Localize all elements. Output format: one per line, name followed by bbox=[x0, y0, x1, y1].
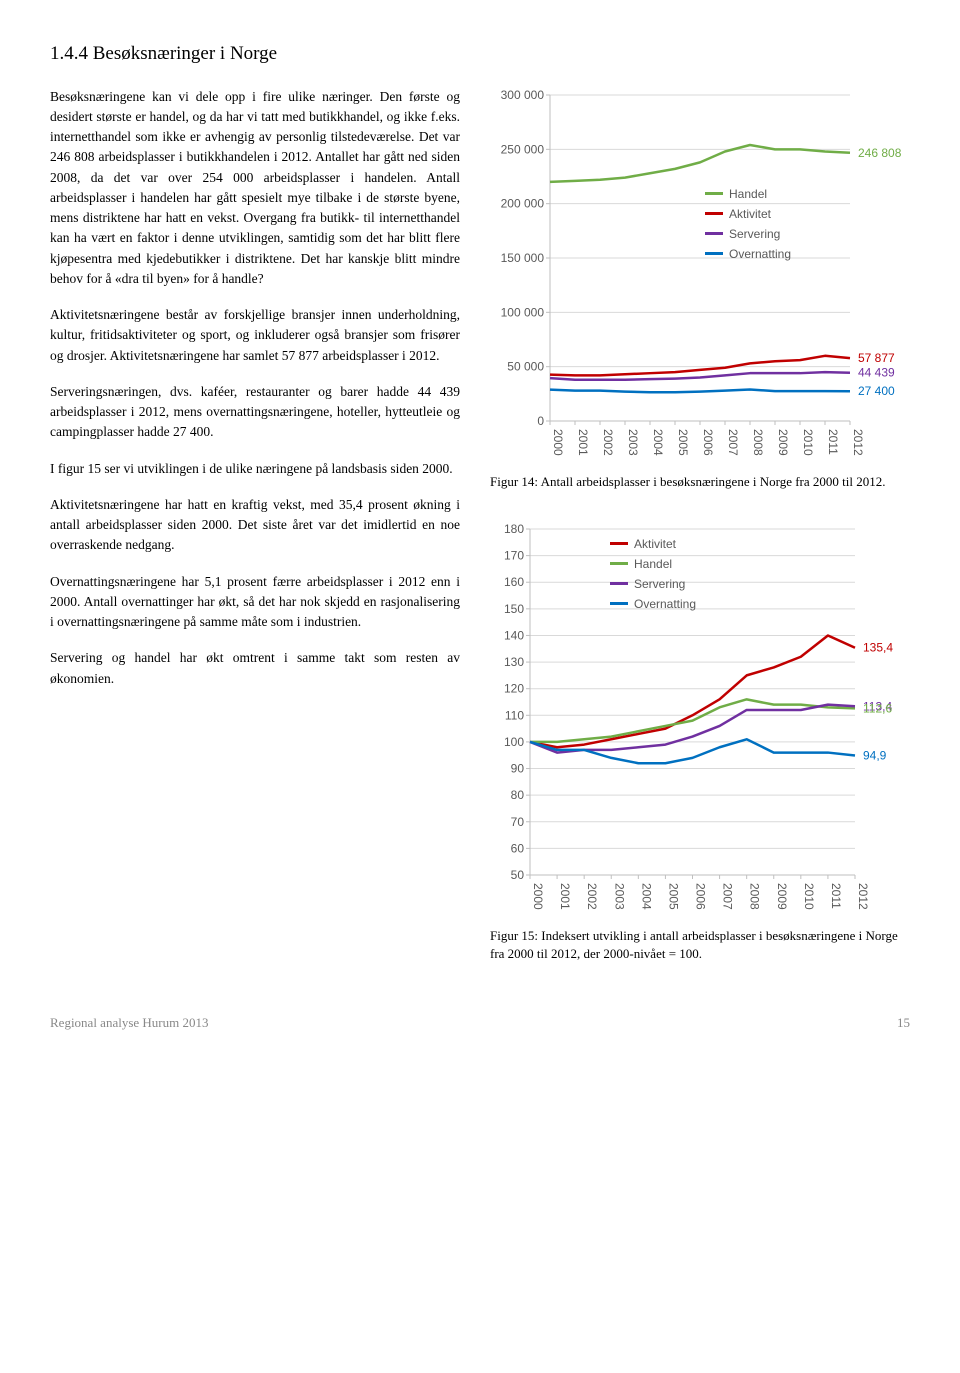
legend-label: Handel bbox=[729, 185, 767, 203]
svg-text:2004: 2004 bbox=[651, 429, 665, 456]
legend-swatch bbox=[705, 192, 723, 195]
svg-text:170: 170 bbox=[504, 548, 524, 562]
svg-text:2005: 2005 bbox=[676, 429, 690, 456]
svg-text:150: 150 bbox=[504, 602, 524, 616]
legend-swatch bbox=[705, 232, 723, 235]
text-column: Besøksnæringene kan vi dele opp i fire u… bbox=[50, 87, 460, 964]
svg-text:130: 130 bbox=[504, 655, 524, 669]
svg-text:112,6: 112,6 bbox=[863, 701, 892, 715]
svg-text:2002: 2002 bbox=[585, 883, 599, 910]
legend-item: Handel bbox=[705, 185, 791, 203]
svg-text:2007: 2007 bbox=[721, 883, 735, 910]
svg-text:100: 100 bbox=[504, 735, 524, 749]
legend-label: Handel bbox=[634, 555, 672, 573]
legend-item: Aktivitet bbox=[610, 535, 696, 553]
svg-text:57 877: 57 877 bbox=[858, 351, 895, 365]
svg-text:2003: 2003 bbox=[626, 429, 640, 456]
paragraph: I figur 15 ser vi utviklingen i de ulike… bbox=[50, 459, 460, 479]
chart-2-caption: Figur 15: Indeksert utvikling i antall a… bbox=[490, 927, 910, 963]
chart-1: 0 50 000 100 000 150 000 200 000 250 000 300 0… bbox=[490, 87, 910, 467]
svg-text:2004: 2004 bbox=[639, 883, 653, 910]
svg-text:135,4: 135,4 bbox=[863, 640, 893, 654]
legend-item: Handel bbox=[610, 555, 696, 573]
paragraph: Aktivitetsnæringene har hatt en kraftig … bbox=[50, 495, 460, 556]
svg-text:120: 120 bbox=[504, 681, 524, 695]
svg-text:2008: 2008 bbox=[751, 429, 765, 456]
svg-text:2010: 2010 bbox=[801, 429, 815, 456]
legend-item: Servering bbox=[705, 225, 791, 243]
paragraph: Overnattingsnæringene har 5,1 prosent fæ… bbox=[50, 572, 460, 633]
svg-text:94,9: 94,9 bbox=[863, 748, 887, 762]
legend-swatch bbox=[610, 602, 628, 605]
svg-text:2010: 2010 bbox=[802, 883, 816, 910]
svg-text:250 000: 250 000 bbox=[501, 142, 545, 156]
legend-swatch bbox=[610, 582, 628, 585]
svg-text:2001: 2001 bbox=[558, 883, 572, 910]
svg-text:160: 160 bbox=[504, 575, 524, 589]
svg-text:2009: 2009 bbox=[776, 429, 790, 456]
svg-text:2007: 2007 bbox=[726, 429, 740, 456]
paragraph: Aktivitetsnæringene består av forskjelli… bbox=[50, 305, 460, 366]
svg-text:110: 110 bbox=[505, 708, 524, 722]
paragraph: Besøksnæringene kan vi dele opp i fire u… bbox=[50, 87, 460, 290]
chart-1-legend: Handel Aktivitet Servering Overnatting bbox=[705, 185, 791, 265]
legend-item: Aktivitet bbox=[705, 205, 791, 223]
legend-swatch bbox=[705, 252, 723, 255]
svg-text:2011: 2011 bbox=[826, 429, 840, 455]
legend-label: Overnatting bbox=[729, 245, 791, 263]
svg-text:2000: 2000 bbox=[531, 883, 545, 910]
svg-text:200 000: 200 000 bbox=[501, 196, 545, 210]
svg-text:2012: 2012 bbox=[856, 883, 870, 910]
chart-2-legend: Aktivitet Handel Servering Overnatting bbox=[610, 535, 696, 615]
svg-text:70: 70 bbox=[511, 814, 525, 828]
legend-swatch bbox=[705, 212, 723, 215]
svg-text:2006: 2006 bbox=[701, 429, 715, 456]
legend-label: Servering bbox=[634, 575, 685, 593]
legend-item: Servering bbox=[610, 575, 696, 593]
footer-page-number: 15 bbox=[897, 1013, 910, 1033]
legend-label: Aktivitet bbox=[729, 205, 771, 223]
paragraph: Servering og handel har økt omtrent i sa… bbox=[50, 648, 460, 689]
top-row: Besøksnæringene kan vi dele opp i fire u… bbox=[50, 87, 910, 964]
legend-label: Servering bbox=[729, 225, 780, 243]
legend-swatch bbox=[610, 542, 628, 545]
svg-text:2003: 2003 bbox=[612, 883, 626, 910]
svg-text:90: 90 bbox=[511, 761, 525, 775]
svg-text:50: 50 bbox=[511, 868, 525, 882]
svg-text:2008: 2008 bbox=[748, 883, 762, 910]
svg-text:2006: 2006 bbox=[694, 883, 708, 910]
svg-text:27 400: 27 400 bbox=[858, 384, 895, 398]
svg-text:150 000: 150 000 bbox=[501, 251, 545, 265]
svg-text:300 000: 300 000 bbox=[501, 88, 545, 102]
legend-swatch bbox=[610, 562, 628, 565]
paragraph: Serveringsnæringen, dvs. kaféer, restaur… bbox=[50, 382, 460, 443]
legend-label: Aktivitet bbox=[634, 535, 676, 553]
svg-text:0: 0 bbox=[537, 414, 544, 428]
svg-text:2009: 2009 bbox=[775, 883, 789, 910]
svg-text:2005: 2005 bbox=[666, 883, 680, 910]
chart-1-caption: Figur 14: Antall arbeidsplasser i besøks… bbox=[490, 473, 910, 491]
svg-text:60: 60 bbox=[511, 841, 525, 855]
svg-text:2000: 2000 bbox=[551, 429, 565, 456]
svg-text:100 000: 100 000 bbox=[501, 305, 545, 319]
svg-text:2001: 2001 bbox=[576, 429, 590, 456]
svg-text:140: 140 bbox=[504, 628, 524, 642]
svg-text:50 000: 50 000 bbox=[507, 359, 544, 373]
legend-item: Overnatting bbox=[610, 595, 696, 613]
footer-left: Regional analyse Hurum 2013 bbox=[50, 1013, 209, 1033]
svg-text:80: 80 bbox=[511, 788, 525, 802]
svg-text:2012: 2012 bbox=[851, 429, 865, 456]
svg-text:2011: 2011 bbox=[829, 883, 843, 909]
svg-text:2002: 2002 bbox=[601, 429, 615, 456]
page-footer: Regional analyse Hurum 2013 15 bbox=[50, 1013, 910, 1033]
charts-column: 0 50 000 100 000 150 000 200 000 250 000 300 0… bbox=[490, 87, 910, 964]
svg-text:44 439: 44 439 bbox=[858, 365, 895, 379]
svg-text:180: 180 bbox=[504, 522, 524, 536]
section-heading: 1.4.4 Besøksnæringer i Norge bbox=[50, 40, 910, 69]
legend-item: Overnatting bbox=[705, 245, 791, 263]
chart-2: 50 60 70 80 90 100 110 120 130 140 150 160 170 180 200… bbox=[490, 521, 910, 921]
legend-label: Overnatting bbox=[634, 595, 696, 613]
svg-text:246 808: 246 808 bbox=[858, 145, 902, 159]
